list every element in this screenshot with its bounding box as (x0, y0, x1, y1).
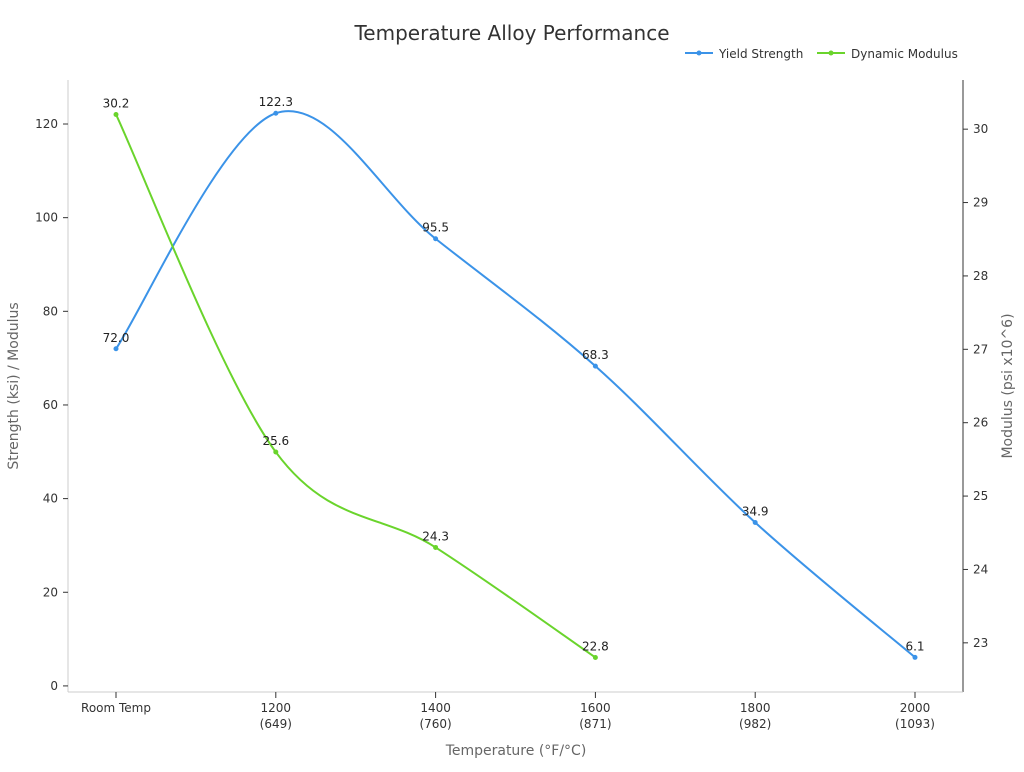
data-point (273, 449, 279, 455)
y2-tick-label: 30 (973, 122, 988, 136)
y2-tick-label: 27 (973, 342, 988, 356)
series-line (115, 110, 916, 659)
legend-label: Dynamic Modulus (851, 47, 958, 61)
legend-item[interactable]: Yield Strength (685, 47, 803, 61)
data-label: 72.0 (103, 331, 130, 345)
y-tick-label: 100 (35, 211, 58, 225)
x-tick-label: Room Temp (81, 701, 151, 715)
x-tick-label: 1400 (420, 701, 451, 715)
data-label: 6.1 (905, 639, 924, 653)
y2-tick-label: 28 (973, 269, 988, 283)
y2-tick-label: 26 (973, 416, 988, 430)
x-tick-sublabel: (982) (739, 717, 771, 731)
data-label: 25.6 (262, 434, 289, 448)
data-label: 30.2 (103, 96, 130, 110)
x-tick-label: 1200 (261, 701, 292, 715)
y2-tick-label: 23 (973, 636, 988, 650)
data-label: 95.5 (422, 221, 449, 235)
data-point (113, 111, 119, 117)
data-point (433, 544, 439, 550)
x-tick-sublabel: (760) (419, 717, 451, 731)
x-axis-label: Temperature (°F/°C) (445, 743, 587, 759)
legend-marker (828, 50, 834, 56)
legend-marker (696, 50, 702, 56)
series-yield-strength: 72.0 122.3 95.5 68.3 34.9 6.1 (103, 95, 925, 660)
data-point (113, 346, 119, 352)
series-line (115, 114, 596, 659)
legend-item[interactable]: Dynamic Modulus (817, 47, 958, 61)
x-tick-sublabel: (871) (579, 717, 611, 731)
data-point (752, 519, 758, 525)
data-label: 34.9 (742, 504, 769, 518)
x-tick-sublabel: (649) (260, 717, 292, 731)
data-point (592, 363, 598, 369)
y-tick-label: 80 (43, 304, 58, 318)
y-tick-label: 120 (35, 117, 58, 131)
x-tick-sublabel: (1093) (895, 717, 935, 731)
series-dynamic-modulus: 30.2 25.6 24.3 22.8 (103, 96, 609, 661)
x-tick-label: 2000 (900, 701, 931, 715)
data-label: 122.3 (259, 95, 293, 109)
y2-tick-label: 29 (973, 196, 988, 210)
x-tick-label: 1800 (740, 701, 771, 715)
y-tick-label: 40 (43, 492, 58, 506)
y-tick-label: 0 (50, 679, 58, 693)
data-point (273, 110, 279, 116)
y-axis-label: Strength (ksi) / Modulus (6, 302, 22, 469)
data-point (433, 236, 439, 242)
data-point (592, 655, 598, 661)
x-tick-label: 1600 (580, 701, 611, 715)
data-label: 22.8 (582, 640, 609, 654)
data-point (912, 654, 918, 660)
y-tick-label: 60 (43, 398, 58, 412)
y-tick-label: 20 (43, 585, 58, 599)
chart-title: Temperature Alloy Performance (353, 21, 669, 45)
data-label: 68.3 (582, 348, 609, 362)
y2-tick-label: 24 (973, 562, 988, 576)
legend: Yield Strength Dynamic Modulus (685, 47, 958, 61)
legend-label: Yield Strength (718, 47, 803, 61)
y2-axis-label: Modulus (psi x10^6) (1000, 313, 1016, 458)
y2-tick-label: 25 (973, 489, 988, 503)
data-label: 24.3 (422, 529, 449, 543)
